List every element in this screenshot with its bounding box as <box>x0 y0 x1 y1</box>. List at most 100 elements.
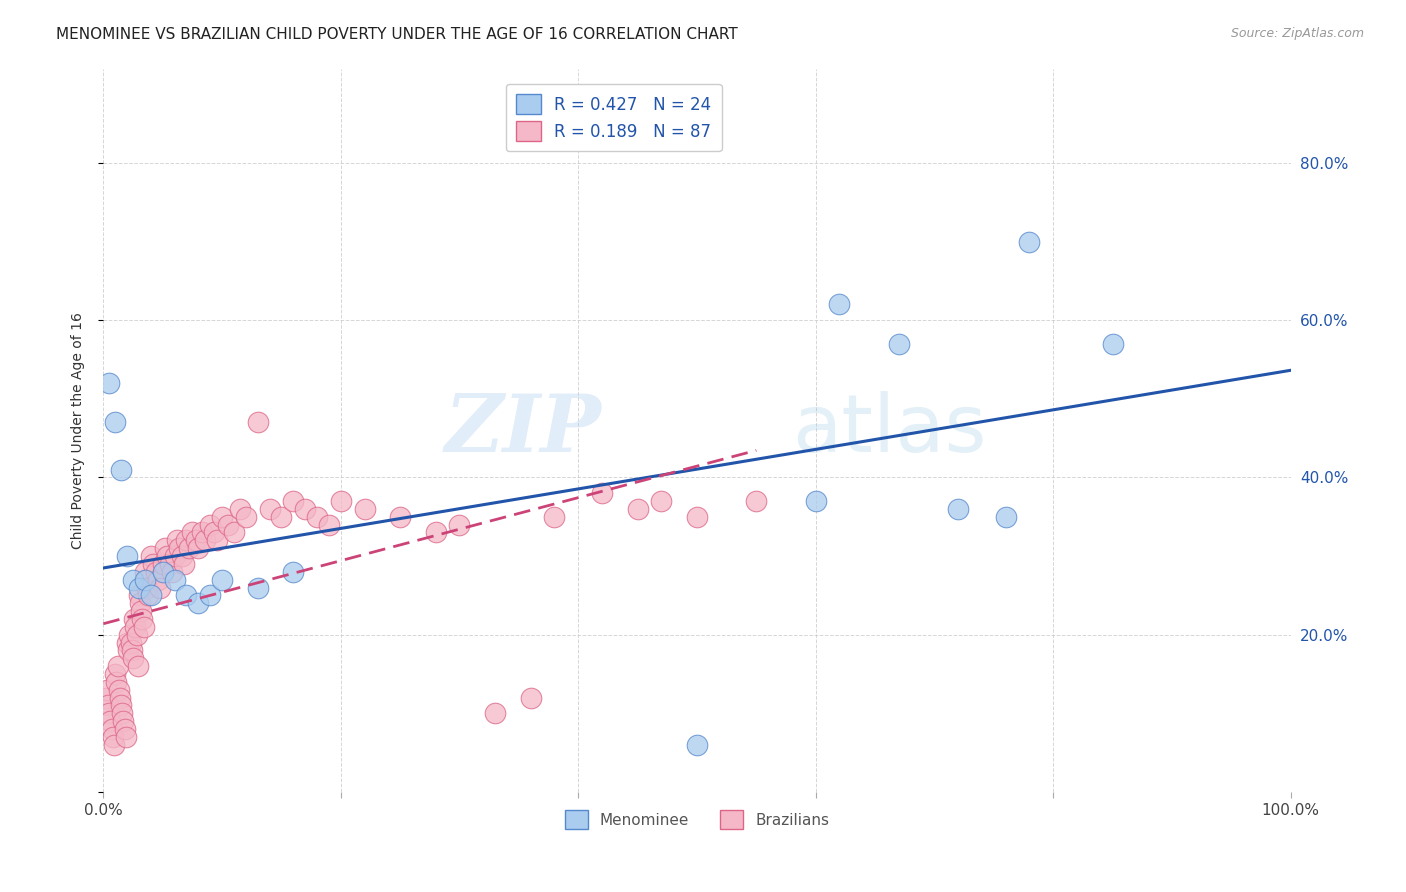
Point <box>149 581 172 595</box>
Point <box>125 628 148 642</box>
Point <box>887 336 910 351</box>
Point <box>122 651 145 665</box>
Point <box>112 714 135 729</box>
Legend: Menominee, Brazilians: Menominee, Brazilians <box>558 804 835 835</box>
Point <box>96 682 118 697</box>
Point <box>329 494 352 508</box>
Point <box>686 738 709 752</box>
Point <box>142 557 165 571</box>
Y-axis label: Child Poverty Under the Age of 16: Child Poverty Under the Age of 16 <box>72 312 86 549</box>
Point <box>160 565 183 579</box>
Point <box>202 525 225 540</box>
Point <box>217 517 239 532</box>
Point <box>118 628 141 642</box>
Point <box>198 517 221 532</box>
Point <box>1101 336 1123 351</box>
Point <box>146 573 169 587</box>
Point <box>98 706 121 721</box>
Point <box>138 588 160 602</box>
Point <box>173 557 195 571</box>
Point <box>107 659 129 673</box>
Point <box>127 659 149 673</box>
Point <box>131 612 153 626</box>
Point <box>120 635 142 649</box>
Point <box>828 297 851 311</box>
Point <box>107 682 129 697</box>
Point <box>100 714 122 729</box>
Point <box>115 635 138 649</box>
Point <box>129 604 152 618</box>
Point <box>353 501 375 516</box>
Point <box>484 706 506 721</box>
Point <box>211 509 233 524</box>
Point <box>104 667 127 681</box>
Point <box>389 509 412 524</box>
Point <box>135 573 157 587</box>
Point <box>105 674 128 689</box>
Point <box>134 565 156 579</box>
Point <box>519 690 541 705</box>
Point <box>246 581 269 595</box>
Point <box>139 588 162 602</box>
Point <box>194 533 217 548</box>
Point <box>591 486 613 500</box>
Point <box>122 573 145 587</box>
Point <box>626 501 648 516</box>
Text: Source: ZipAtlas.com: Source: ZipAtlas.com <box>1230 27 1364 40</box>
Point <box>153 541 176 556</box>
Point <box>111 706 134 721</box>
Point <box>100 722 122 736</box>
Point <box>166 533 188 548</box>
Point <box>283 494 305 508</box>
Point <box>110 698 132 713</box>
Point <box>187 541 209 556</box>
Point <box>128 588 150 602</box>
Point <box>177 541 200 556</box>
Point <box>97 698 120 713</box>
Point <box>108 690 131 705</box>
Point <box>259 501 281 516</box>
Point <box>98 376 121 390</box>
Point <box>134 573 156 587</box>
Point <box>129 596 152 610</box>
Point <box>145 565 167 579</box>
Point <box>994 509 1017 524</box>
Point <box>207 533 229 548</box>
Point <box>103 738 125 752</box>
Point <box>187 596 209 610</box>
Point <box>152 557 174 571</box>
Point <box>198 588 221 602</box>
Point <box>176 588 198 602</box>
Point <box>115 730 138 744</box>
Point <box>184 533 207 548</box>
Point <box>132 620 155 634</box>
Text: ZIP: ZIP <box>446 392 602 469</box>
Point <box>94 690 117 705</box>
Point <box>136 581 159 595</box>
Point <box>152 565 174 579</box>
Point <box>235 509 257 524</box>
Point <box>117 643 139 657</box>
Point <box>745 494 768 508</box>
Point <box>1018 235 1040 249</box>
Point <box>122 612 145 626</box>
Point <box>170 549 193 563</box>
Point <box>181 525 204 540</box>
Point <box>686 509 709 524</box>
Point <box>124 620 146 634</box>
Point <box>946 501 969 516</box>
Point <box>159 557 181 571</box>
Point <box>270 509 292 524</box>
Point <box>128 581 150 595</box>
Point <box>650 494 672 508</box>
Point <box>804 494 827 508</box>
Point <box>222 525 245 540</box>
Point <box>114 722 136 736</box>
Point <box>139 549 162 563</box>
Point <box>156 549 179 563</box>
Point <box>318 517 340 532</box>
Point <box>101 730 124 744</box>
Point <box>115 549 138 563</box>
Text: MENOMINEE VS BRAZILIAN CHILD POVERTY UNDER THE AGE OF 16 CORRELATION CHART: MENOMINEE VS BRAZILIAN CHILD POVERTY UND… <box>56 27 738 42</box>
Point <box>104 416 127 430</box>
